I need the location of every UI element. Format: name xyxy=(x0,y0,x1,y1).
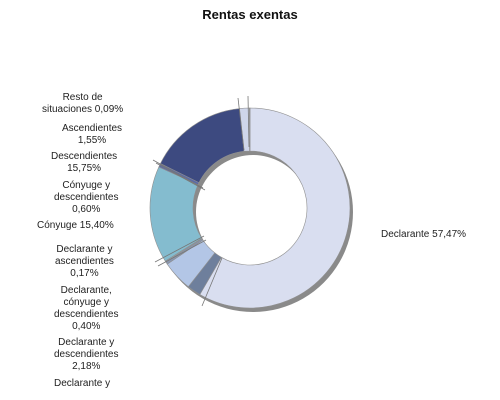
leader-line-3 xyxy=(155,162,206,191)
leader-line-1 xyxy=(247,95,250,148)
leader-line-4 xyxy=(154,235,205,263)
label-declarante-y-ascendientes: Declarante y ascendientes 0,17% xyxy=(55,244,114,279)
label-declarante-conyuge-y-descendientes: Declarante, cónyuge y descendientes 0,40… xyxy=(54,285,119,332)
leader-line-0 xyxy=(237,97,245,151)
label-conyuge-y-descendientes: Cónyuge y descendientes 0,60% xyxy=(54,180,119,215)
donut-slices: Declarante 57,47%Declarante y descendien… xyxy=(149,107,351,309)
label-conyuge: Cónyuge 15,40% xyxy=(37,220,114,231)
leader-line-5 xyxy=(157,239,207,267)
label-descendientes: Descendientes 15,75% xyxy=(51,151,118,174)
label-ascendientes: Ascendientes 1,55% xyxy=(62,123,123,146)
chart-title: Rentas exentas xyxy=(202,7,298,22)
donut-slice-9: Resto de situaciones 0,09% xyxy=(249,107,251,152)
leader-lines xyxy=(152,95,250,307)
label-declarante: Declarante 57,47% xyxy=(381,229,467,240)
donut-slice-0: Declarante 57,47% xyxy=(199,107,351,309)
label-resto-de-situaciones: Resto de situaciones 0,09% xyxy=(42,92,124,115)
label-declarante-y-cut: Declarante y xyxy=(54,378,111,389)
leader-line-6 xyxy=(201,257,223,307)
leader-line-2 xyxy=(152,159,204,189)
label-declarante-y-descendientes: Declarante y descendientes 2,18% xyxy=(54,337,119,372)
